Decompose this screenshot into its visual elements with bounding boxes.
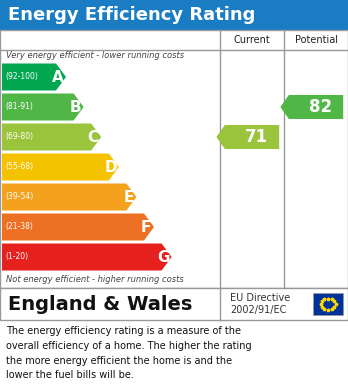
- Text: Not energy efficient - higher running costs: Not energy efficient - higher running co…: [6, 276, 184, 285]
- Text: (1-20): (1-20): [5, 253, 28, 262]
- Text: Current: Current: [234, 35, 270, 45]
- Text: F: F: [141, 219, 151, 235]
- Polygon shape: [2, 63, 66, 90]
- Text: A: A: [52, 70, 64, 84]
- Bar: [313, 293, 343, 315]
- Bar: [0, 30, 348, 288]
- Text: The energy efficiency rating is a measure of the
overall efficiency of a home. T: The energy efficiency rating is a measur…: [6, 326, 252, 380]
- Text: (21-38): (21-38): [5, 222, 33, 231]
- Bar: [0, 288, 348, 320]
- Text: D: D: [104, 160, 117, 174]
- Text: E: E: [123, 190, 134, 204]
- Polygon shape: [280, 95, 343, 119]
- Polygon shape: [2, 154, 119, 181]
- Polygon shape: [2, 124, 101, 151]
- Text: (39-54): (39-54): [5, 192, 33, 201]
- Text: (69-80): (69-80): [5, 133, 33, 142]
- Text: England & Wales: England & Wales: [8, 294, 192, 314]
- Polygon shape: [2, 93, 84, 120]
- Text: Very energy efficient - lower running costs: Very energy efficient - lower running co…: [6, 52, 184, 61]
- Polygon shape: [2, 183, 136, 210]
- Polygon shape: [216, 125, 279, 149]
- Polygon shape: [2, 213, 154, 240]
- Text: Energy Efficiency Rating: Energy Efficiency Rating: [8, 6, 255, 24]
- Text: EU Directive
2002/91/EC: EU Directive 2002/91/EC: [230, 293, 290, 315]
- Text: G: G: [157, 249, 170, 264]
- Text: (55-68): (55-68): [5, 163, 33, 172]
- Text: (81-91): (81-91): [5, 102, 33, 111]
- Text: (92-100): (92-100): [5, 72, 38, 81]
- Polygon shape: [2, 244, 172, 271]
- Text: Potential: Potential: [294, 35, 338, 45]
- Bar: [0, 0, 348, 30]
- Text: 82: 82: [309, 98, 332, 116]
- Text: 71: 71: [245, 128, 268, 146]
- Text: C: C: [88, 129, 99, 145]
- Text: B: B: [70, 99, 81, 115]
